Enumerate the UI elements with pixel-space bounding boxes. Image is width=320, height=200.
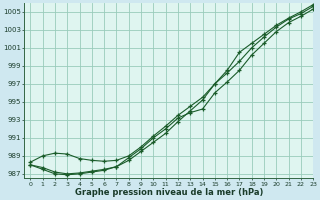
X-axis label: Graphe pression niveau de la mer (hPa): Graphe pression niveau de la mer (hPa) — [75, 188, 263, 197]
